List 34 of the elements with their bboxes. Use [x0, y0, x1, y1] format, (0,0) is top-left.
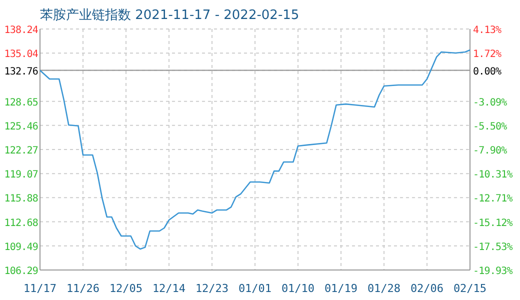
y2-tick-label: 0.00%	[473, 66, 502, 78]
y-tick-label: 128.65	[4, 97, 38, 108]
x-tick-label: 01/10	[281, 282, 315, 295]
y2-tick-label: -5.50%	[473, 121, 508, 132]
x-tick-label: 02/06	[410, 282, 444, 295]
y2-tick-label: 4.13%	[473, 25, 502, 36]
y-tick-label: 135.04	[4, 49, 38, 60]
x-tick-label: 12/05	[109, 282, 143, 295]
y2-tick-label: -7.90%	[473, 146, 508, 156]
x-tick-label: 02/15	[453, 282, 487, 295]
y-tick-label: 112.68	[4, 218, 38, 229]
y2-tick-label: -3.09%	[473, 97, 508, 108]
x-tick-label: 11/17	[23, 282, 57, 295]
y-tick-label: 122.27	[4, 145, 38, 156]
y-tick-label: 109.49	[4, 242, 38, 253]
y2-tick-label: -17.53%	[473, 242, 513, 253]
y-tick-label: 138.24	[4, 25, 38, 36]
y2-tick-label: -12.71%	[473, 194, 513, 205]
chart-title: 苯胺产业链指数 2021-11-17 - 2022-02-15	[40, 8, 300, 23]
x-tick-label: 11/26	[66, 282, 100, 295]
y2-tick-label: 1.72%	[473, 49, 502, 60]
y-tick-label: 119.07	[4, 170, 38, 181]
y-tick-label: 115.88	[4, 194, 38, 205]
y-tick-label: 106.29	[4, 266, 38, 277]
x-tick-label: 01/19	[324, 282, 358, 295]
x-tick-label: 12/23	[195, 282, 229, 295]
y2-tick-label: -10.31%	[473, 170, 513, 181]
y2-tick-label: -19.93%	[473, 266, 513, 277]
y-tick-label: 132.76	[4, 66, 38, 78]
x-tick-label: 12/14	[152, 282, 186, 295]
y2-tick-label: -15.12%	[473, 218, 513, 229]
y-tick-label: 125.46	[4, 121, 38, 132]
x-tick-label: 01/01	[238, 282, 272, 295]
x-tick-label: 01/28	[367, 282, 401, 295]
